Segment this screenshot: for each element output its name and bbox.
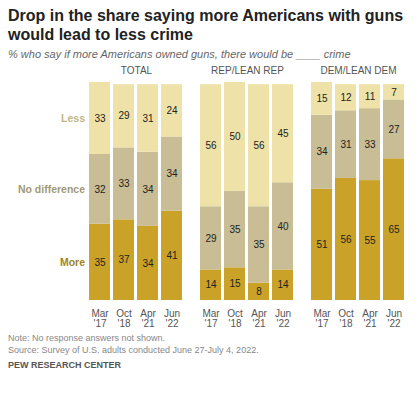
svg-text:31: 31 [142,113,154,124]
svg-text:51: 51 [316,239,328,250]
svg-text:Jun'22: Jun'22 [164,308,180,329]
svg-text:Oct'18: Oct'18 [338,308,354,329]
html-text:Note: No response answers not: Note: No response answers not shown. [8,333,166,343]
svg-text:35: 35 [94,257,106,268]
svg-text:Mar'17: Mar'17 [202,308,220,329]
svg-text:Oct'18: Oct'18 [116,308,132,329]
svg-text:27: 27 [388,124,400,135]
svg-text:56: 56 [205,140,217,151]
svg-text:31: 31 [340,139,352,150]
svg-text:Apr'21: Apr'21 [251,308,267,329]
svg-text:REP/LEAN REP: REP/LEAN REP [211,65,284,76]
svg-text:34: 34 [316,146,328,157]
svg-text:15: 15 [229,278,241,289]
svg-text:37: 37 [118,254,130,265]
svg-text:14: 14 [205,279,217,290]
svg-text:Less: Less [61,112,85,124]
svg-text:14: 14 [277,279,289,290]
svg-text:More: More [60,256,85,268]
svg-text:45: 45 [277,128,289,139]
svg-text:7: 7 [391,87,397,98]
svg-text:TOTAL: TOTAL [121,65,153,76]
svg-text:15: 15 [316,93,328,104]
svg-text:34: 34 [142,184,154,195]
svg-text:33: 33 [364,139,376,150]
svg-text:Apr'21: Apr'21 [362,308,378,329]
svg-text:29: 29 [118,110,130,121]
svg-text:34: 34 [142,258,154,269]
svg-text:35: 35 [229,224,241,235]
svg-text:34: 34 [166,168,178,179]
svg-text:Mar'17: Mar'17 [313,308,331,329]
svg-text:32: 32 [94,184,106,195]
svg-text:Jun'22: Jun'22 [386,308,402,329]
html-text:Source: Survey of U.S. adults: Source: Survey of U.S. adults conducted … [8,345,259,355]
svg-text:Jun'22: Jun'22 [275,308,291,329]
html-text:PEW RESEARCH CENTER: PEW RESEARCH CENTER [8,360,121,370]
svg-text:Apr'21: Apr'21 [140,308,156,329]
svg-text:8: 8 [256,286,262,297]
svg-text:12: 12 [340,92,352,103]
svg-text:50: 50 [229,131,241,142]
svg-text:65: 65 [388,224,400,235]
svg-text:24: 24 [166,105,178,116]
svg-text:Oct'18: Oct'18 [227,308,243,329]
svg-text:55: 55 [364,235,376,246]
svg-text:56: 56 [253,140,265,151]
svg-text:29: 29 [205,233,217,244]
svg-text:DEM/LEAN DEM: DEM/LEAN DEM [320,65,396,76]
svg-text:35: 35 [253,239,265,250]
svg-text:No difference: No difference [18,183,85,195]
svg-text:33: 33 [94,113,106,124]
svg-text:40: 40 [277,221,289,232]
svg-text:Mar'17: Mar'17 [91,308,109,329]
html-text:% who say if more Americans ow: % who say if more Americans owned guns, … [8,48,351,60]
svg-text:11: 11 [365,91,376,102]
svg-text:41: 41 [166,250,178,261]
svg-text:56: 56 [340,234,352,245]
html-text:Drop in the share saying more: Drop in the share saying more Americans … [8,7,404,43]
svg-text:33: 33 [118,178,130,189]
